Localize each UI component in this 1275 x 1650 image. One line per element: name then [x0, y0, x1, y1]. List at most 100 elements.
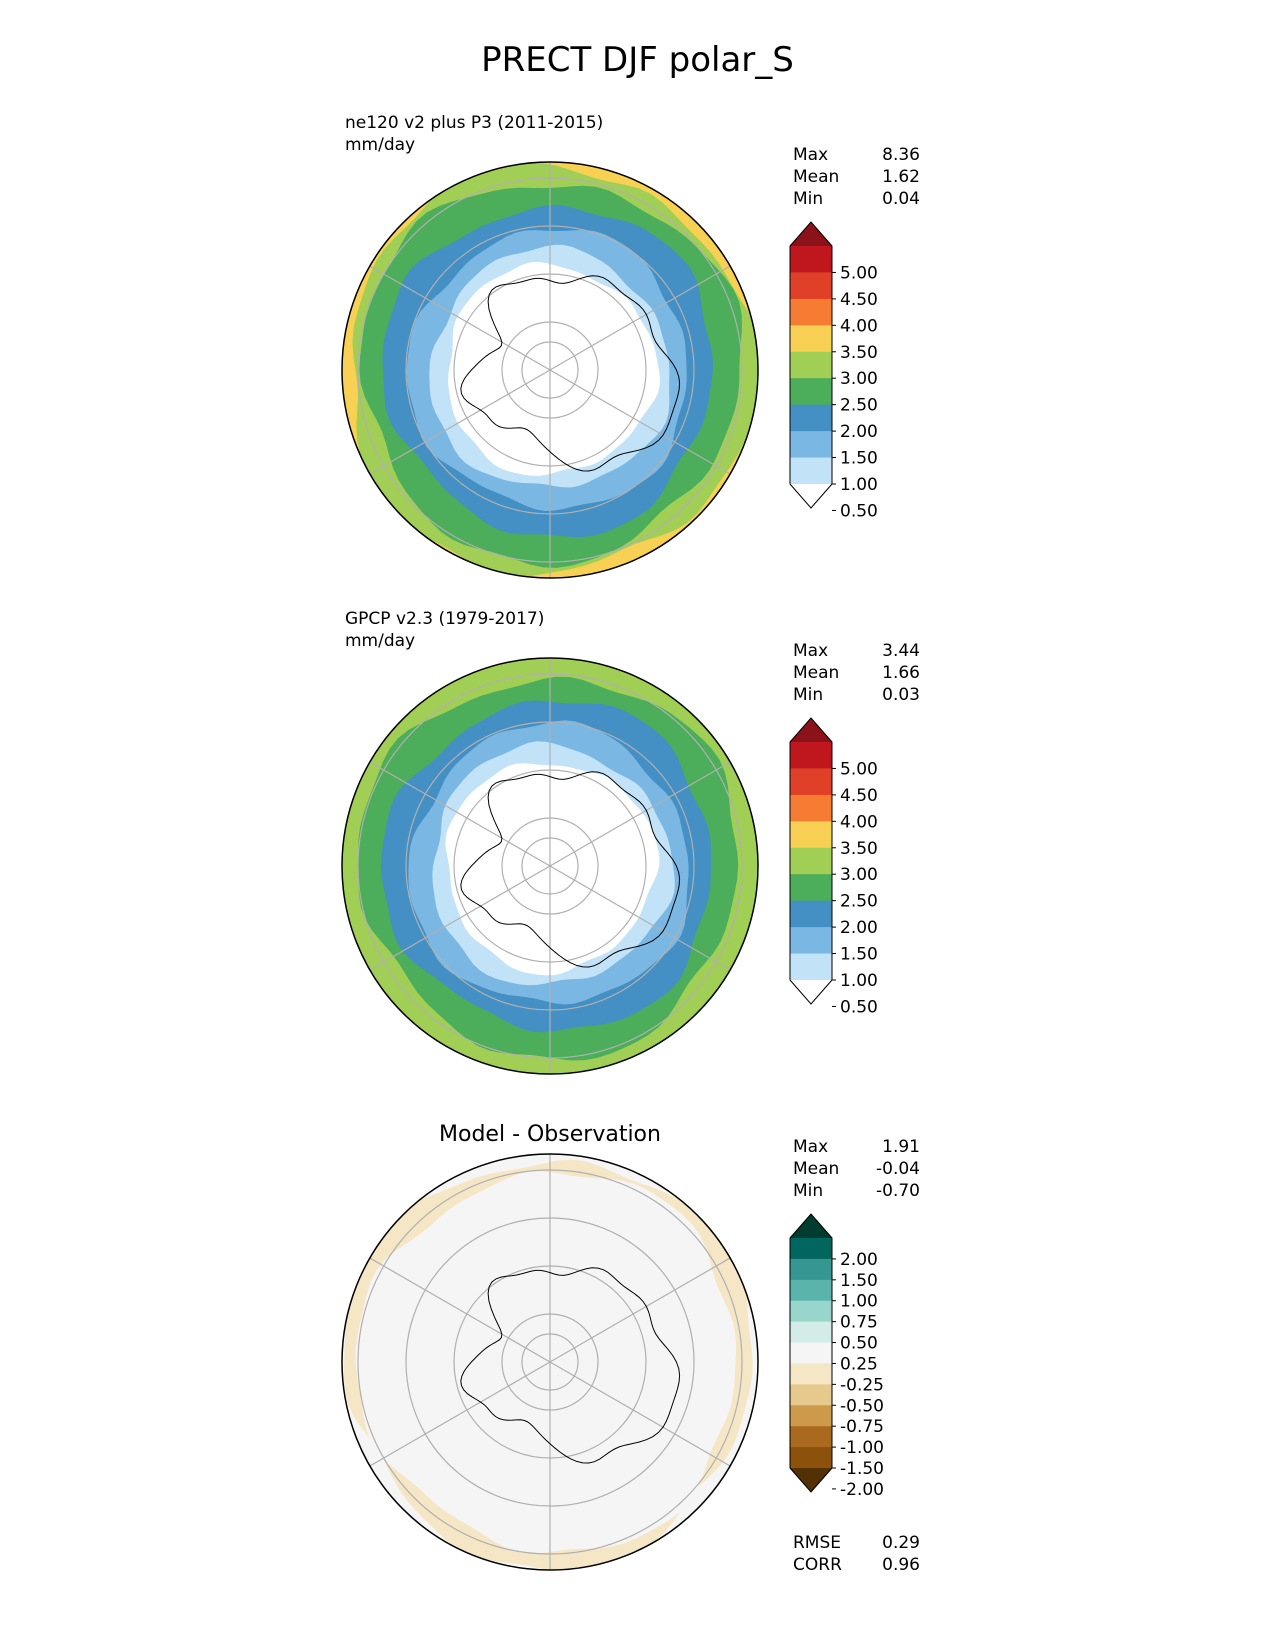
rmse-value: 0.29 — [882, 1533, 920, 1553]
colorbar-abs-tick-label: 1.00 — [840, 971, 878, 991]
colorbar-abs-tick-label: 0.50 — [840, 501, 878, 520]
coastline — [460, 275, 681, 472]
polar-map-observation — [341, 657, 759, 1075]
colorbar-observation: 5.00 4.50 4.00 3.50 3.00 2.50 2.00 1.50 1.00 0.50 — [789, 717, 878, 1016]
colorbar-diff-band — [790, 1447, 832, 1469]
panel1-dataset: ne120 v2 plus P3 (2011-2015) — [345, 113, 604, 133]
precip-field — [342, 162, 758, 578]
colorbar-abs-band — [790, 927, 832, 955]
figure-title: PRECT DJF polar_S — [481, 40, 794, 80]
longitude-gridline — [350, 750, 551, 867]
corr-value: 0.96 — [882, 1555, 920, 1575]
stat-mean-label: Mean — [793, 1159, 840, 1179]
precip-field — [342, 1154, 758, 1570]
colorbar-diff-tick-label: -1.00 — [840, 1438, 884, 1458]
colorbar-abs-band — [790, 821, 832, 849]
stat-max: 3.44 — [882, 641, 920, 661]
colorbar-diff-tick-label: -0.75 — [840, 1417, 884, 1437]
stat-max: 8.36 — [882, 145, 920, 165]
panel1-label: ne120 v2 plus P3 (2011-2015) mm/day — [345, 112, 603, 156]
colorbar-abs-extend-max — [790, 222, 832, 246]
colorbar-diff-band — [790, 1300, 832, 1323]
stat-min: 0.04 — [882, 189, 920, 209]
colorbar-abs-band — [790, 457, 832, 485]
colorbar-diff-band — [790, 1238, 832, 1260]
colorbar-diff-tick-label: 1.00 — [840, 1292, 878, 1312]
map-boundary — [341, 161, 759, 579]
longitude-gridline — [549, 750, 750, 867]
colorbar-abs-tick-label: 4.50 — [840, 290, 878, 310]
colorbar-diff-tick-label: -1.50 — [840, 1459, 884, 1479]
colorbar-diff-tick-label: 0.75 — [840, 1313, 878, 1333]
colorbar-diff-band — [790, 1258, 832, 1281]
colorbar-abs-tick-label: 0.50 — [840, 997, 878, 1016]
colorbar-diff-tick-label: -0.25 — [840, 1375, 884, 1395]
colorbar-abs-band — [790, 378, 832, 406]
colorbar-diff-tick-label: 1.50 — [840, 1271, 878, 1291]
colorbar-abs-tick-label: 1.00 — [840, 475, 878, 495]
stat-mean: 1.62 — [882, 167, 920, 187]
colorbar-diff-extend-max — [790, 1214, 832, 1238]
colorbar-abs-band — [790, 404, 832, 432]
colorbar-abs-tick-label: 2.00 — [840, 422, 878, 442]
colorbar-abs-extend-min — [790, 484, 832, 508]
panel1-stats: Max 8.36 Mean 1.62 Min 0.04 — [793, 144, 920, 210]
colorbar-abs-band — [790, 794, 832, 822]
colorbar-diff-band — [790, 1363, 832, 1385]
longitude-gridline — [350, 1361, 551, 1478]
precip-contour-band — [448, 261, 660, 476]
map-boundary — [341, 1153, 759, 1571]
colorbar-abs-extend-min — [790, 980, 832, 1004]
diff-panel-title: Model - Observation — [439, 1122, 661, 1147]
colorbar-abs-band — [790, 847, 832, 875]
colorbar-abs-tick-label: 2.00 — [840, 918, 878, 938]
panel2-stats: Max 3.44 Mean 1.66 Min 0.03 — [793, 640, 920, 706]
polar-map-difference — [341, 1153, 759, 1571]
rmse-label: RMSE — [793, 1533, 842, 1553]
colorbar-abs-band — [790, 298, 832, 326]
stat-min-label: Min — [793, 189, 824, 209]
colorbar-abs-tick-label: 3.50 — [840, 343, 878, 363]
colorbar-diff-tick-label: -2.00 — [840, 1480, 884, 1500]
colorbar-diff-tick-label: 0.50 — [840, 1334, 878, 1354]
longitude-gridline — [549, 369, 750, 486]
colorbar-diff-band — [790, 1321, 832, 1344]
longitude-gridline — [549, 1361, 750, 1478]
longitude-gridline — [350, 369, 551, 486]
stat-min: -0.70 — [876, 1181, 920, 1201]
longitude-gridline — [350, 254, 551, 371]
colorbar-diff-tick-label: -0.50 — [840, 1396, 884, 1416]
colorbar-abs-band — [790, 900, 832, 928]
colorbar-abs-extend-max — [790, 718, 832, 742]
colorbar-diff-band — [790, 1405, 832, 1427]
colorbar-diff-band — [790, 1384, 832, 1406]
colorbar-abs-tick-label: 3.50 — [840, 839, 878, 859]
longitude-gridline — [350, 1246, 551, 1363]
colorbar-abs-tick-label: 1.50 — [840, 945, 878, 965]
precip-contour-band — [440, 1260, 656, 1472]
colorbar-abs-tick-label: 4.00 — [840, 316, 878, 336]
colorbar-abs-tick-label: 1.50 — [840, 449, 878, 469]
colorbar-abs-band — [790, 351, 832, 379]
colorbar-abs-band — [790, 431, 832, 459]
colorbar-diff-band — [790, 1279, 832, 1302]
colorbar-model: 5.00 4.50 4.00 3.50 3.00 2.50 2.00 1.50 1.00 0.50 — [789, 221, 878, 520]
panel3-stats: Max 1.91 Mean -0.04 Min -0.70 — [793, 1136, 920, 1202]
colorbar-abs-tick-label: 4.00 — [840, 812, 878, 832]
longitude-gridline — [350, 865, 551, 982]
stat-max-label: Max — [793, 145, 829, 165]
coastline — [460, 771, 681, 968]
colorbar-diff-band — [790, 1342, 832, 1364]
colorbar-abs-band — [790, 768, 832, 796]
panel2-dataset: GPCP v2.3 (1979-2017) — [345, 609, 545, 629]
colorbar-abs-tick-label: 5.00 — [840, 263, 878, 283]
colorbar-difference: 2.001.501.000.750.500.25-0.25-0.50-0.75-… — [789, 1213, 884, 1500]
colorbar-abs-band — [790, 742, 832, 769]
stat-mean-label: Mean — [793, 167, 840, 187]
corr-label: CORR — [793, 1555, 842, 1575]
colorbar-diff-tick-label: 0.25 — [840, 1354, 878, 1374]
colorbar-abs-band — [790, 953, 832, 981]
colorbar-diff-band — [790, 1426, 832, 1448]
colorbar-abs-tick-label: 3.00 — [840, 369, 878, 389]
stat-max-label: Max — [793, 1137, 829, 1157]
